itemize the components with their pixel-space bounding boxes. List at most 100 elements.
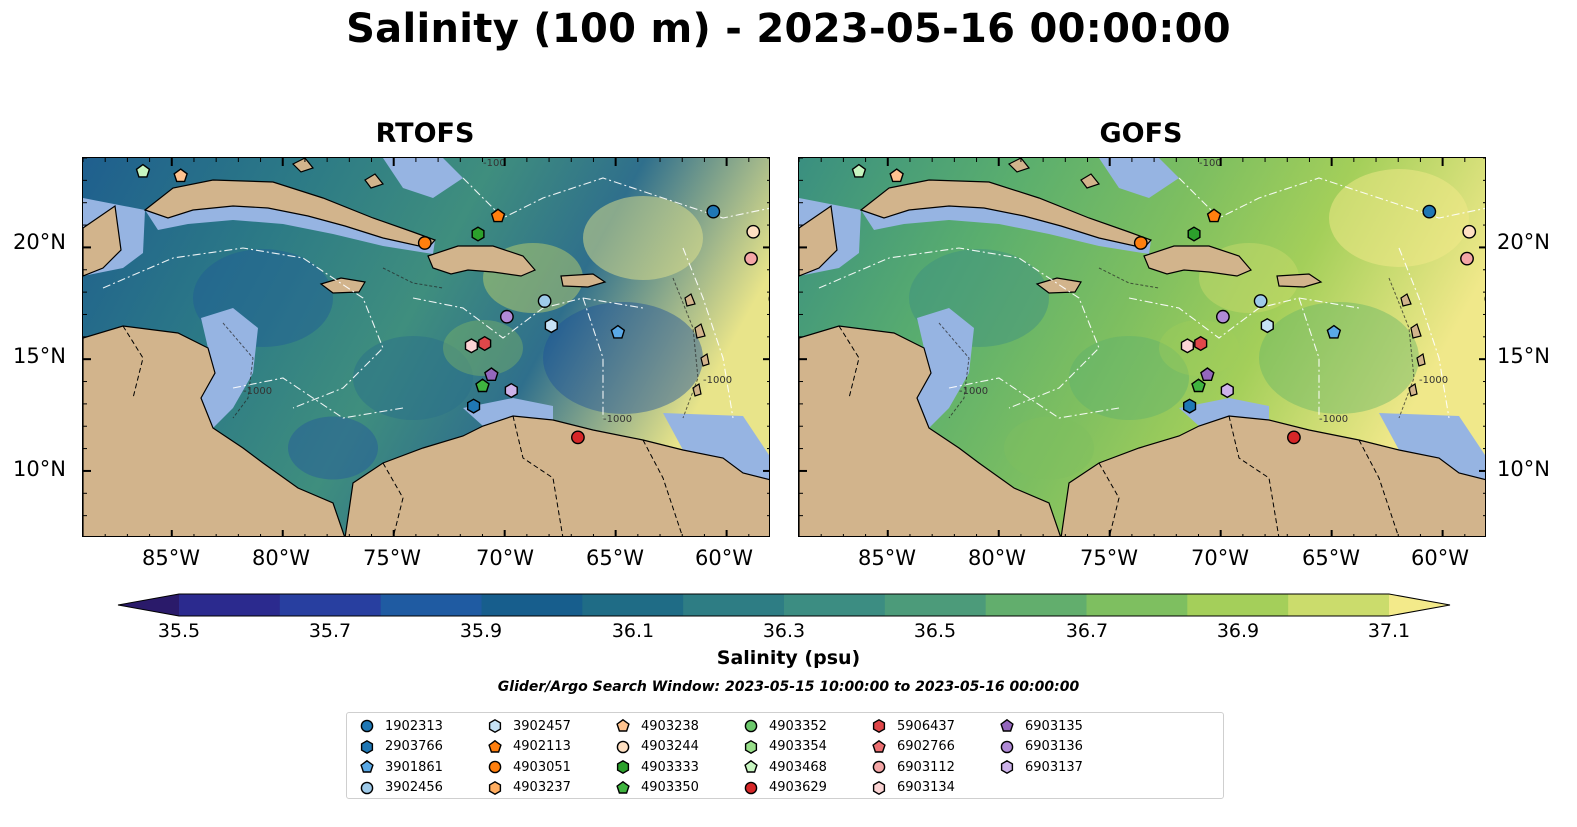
legend-item: 4903350 [615, 778, 699, 798]
legend-marker-icon [616, 718, 630, 732]
float-marker-4903468 [135, 163, 151, 178]
contour-label: -1000 [1319, 414, 1348, 425]
float-marker-4902113 [1206, 208, 1222, 223]
eez-boundary [948, 377, 1120, 419]
land-mass [700, 353, 710, 367]
float-marker-6903136 [1215, 309, 1230, 324]
float-marker-6903112 [1460, 251, 1474, 266]
land-mass [1410, 323, 1422, 339]
legend-item: 4903244 [615, 737, 699, 757]
panel-title-rtofs: RTOFS [375, 118, 475, 149]
shelf-region [463, 398, 553, 426]
legend-label: 6903136 [1025, 739, 1083, 754]
legend-label: 6903137 [1025, 759, 1083, 775]
legend-item: 4903051 [487, 757, 571, 777]
legend-label: 3902457 [513, 718, 571, 734]
float-marker-3902457 [544, 317, 558, 334]
float-marker-6903112 [744, 251, 758, 266]
legend-marker-icon [488, 760, 502, 774]
colorbar-tick-label: 36.3 [762, 620, 806, 642]
legend-marker-icon [744, 759, 758, 773]
legend-item: 4903237 [487, 778, 571, 798]
eez-boundary [462, 177, 769, 219]
lon-tick-label: 80°W [968, 546, 1026, 570]
lon-tick-label: 60°W [695, 546, 753, 570]
colorbar [117, 593, 1451, 617]
float-marker-6903134 [1180, 338, 1194, 354]
eez-boundary [1178, 177, 1485, 219]
land-mass [1400, 293, 1412, 307]
legend-item: 1902313 [359, 716, 443, 736]
legend-label: 4903237 [513, 780, 571, 795]
shelf-region [917, 308, 974, 428]
float-marker-2903766 [467, 398, 481, 414]
contour-label: -1000 [243, 386, 272, 397]
legend-item: 4903354 [743, 737, 827, 757]
land-mass [1007, 158, 1031, 173]
legend-label: 4903350 [641, 780, 699, 795]
colorbar-tick-label: 35.7 [308, 620, 352, 642]
land-mass [1276, 273, 1323, 288]
legend-marker-icon [872, 780, 886, 795]
land-mass [684, 293, 696, 307]
float-marker-4903238 [889, 168, 904, 183]
lat-tick-label-right: 10°N [1497, 457, 1550, 481]
country-border [382, 462, 404, 536]
float-marker-4903629 [1287, 430, 1301, 445]
colorbar-tick-label: 36.7 [1065, 620, 1109, 642]
legend-item: 3902457 [487, 716, 571, 736]
bathymetry-contour [1098, 267, 1160, 289]
colorbar-segment [1086, 594, 1188, 616]
salinity-eddy [543, 302, 703, 414]
salinity-eddy [1004, 416, 1094, 480]
land-mass [1143, 245, 1252, 277]
legend-item: 6903135 [999, 716, 1083, 736]
country-border [122, 325, 144, 399]
colorbar-segment [1288, 594, 1390, 616]
colorbar-tick-label: 36.5 [913, 620, 957, 642]
map-panel-rtofs[interactable]: -1000 -1000 -1000 -100 [82, 157, 770, 537]
land-mass [694, 323, 706, 339]
legend-marker-icon [1000, 718, 1014, 732]
legend-item: 3901861 [359, 757, 443, 777]
float-marker-4903350 [475, 378, 490, 393]
salinity-eddy [288, 416, 378, 480]
salinity-eddy [353, 336, 473, 420]
salinity-eddy [1329, 169, 1469, 267]
legend-marker-icon [744, 739, 758, 754]
legend-item: 4903629 [743, 778, 827, 798]
legend-label: 4903468 [769, 759, 827, 775]
legend-item: 3902456 [359, 778, 443, 798]
legend-marker-icon [1000, 759, 1014, 775]
lon-tick-label: 65°W [586, 546, 644, 570]
float-marker-6903135 [484, 367, 499, 382]
float-marker-4902113 [490, 208, 506, 223]
country-border [642, 439, 683, 536]
float-marker-4903244 [746, 224, 761, 239]
float-legend: 1902313 2903766 3901861 3902456 3902457 49021… [346, 712, 1224, 799]
shelf-region [1379, 413, 1485, 480]
eez-boundary [232, 377, 404, 419]
shelf-region [1099, 158, 1179, 198]
colorbar-label: Salinity (psu) [716, 647, 861, 669]
colorbar-segment [481, 594, 583, 616]
contour-label: -1000 [603, 414, 632, 425]
salinity-eddy [1069, 336, 1189, 420]
legend-item: 4903238 [615, 716, 699, 736]
contour-label: -1000 [1419, 375, 1448, 386]
float-marker-4903051 [417, 236, 432, 250]
bathymetry-contour [672, 277, 699, 419]
land-mass [1080, 173, 1101, 189]
legend-marker-icon [872, 739, 886, 753]
map-panel-gofs[interactable]: -1000 -1000 -1000 -100 [798, 157, 1486, 537]
float-marker-4903629 [571, 430, 585, 445]
legend-label: 4902113 [513, 739, 571, 754]
colorbar-tick-label: 35.5 [157, 620, 201, 642]
salinity-eddy [583, 196, 703, 280]
float-marker-1902313 [1422, 204, 1437, 219]
legend-marker-icon [872, 760, 886, 774]
legend-marker-icon [360, 781, 374, 794]
legend-marker-icon [488, 780, 502, 795]
float-marker-6903137 [1220, 382, 1234, 399]
eez-boundary [682, 247, 734, 419]
